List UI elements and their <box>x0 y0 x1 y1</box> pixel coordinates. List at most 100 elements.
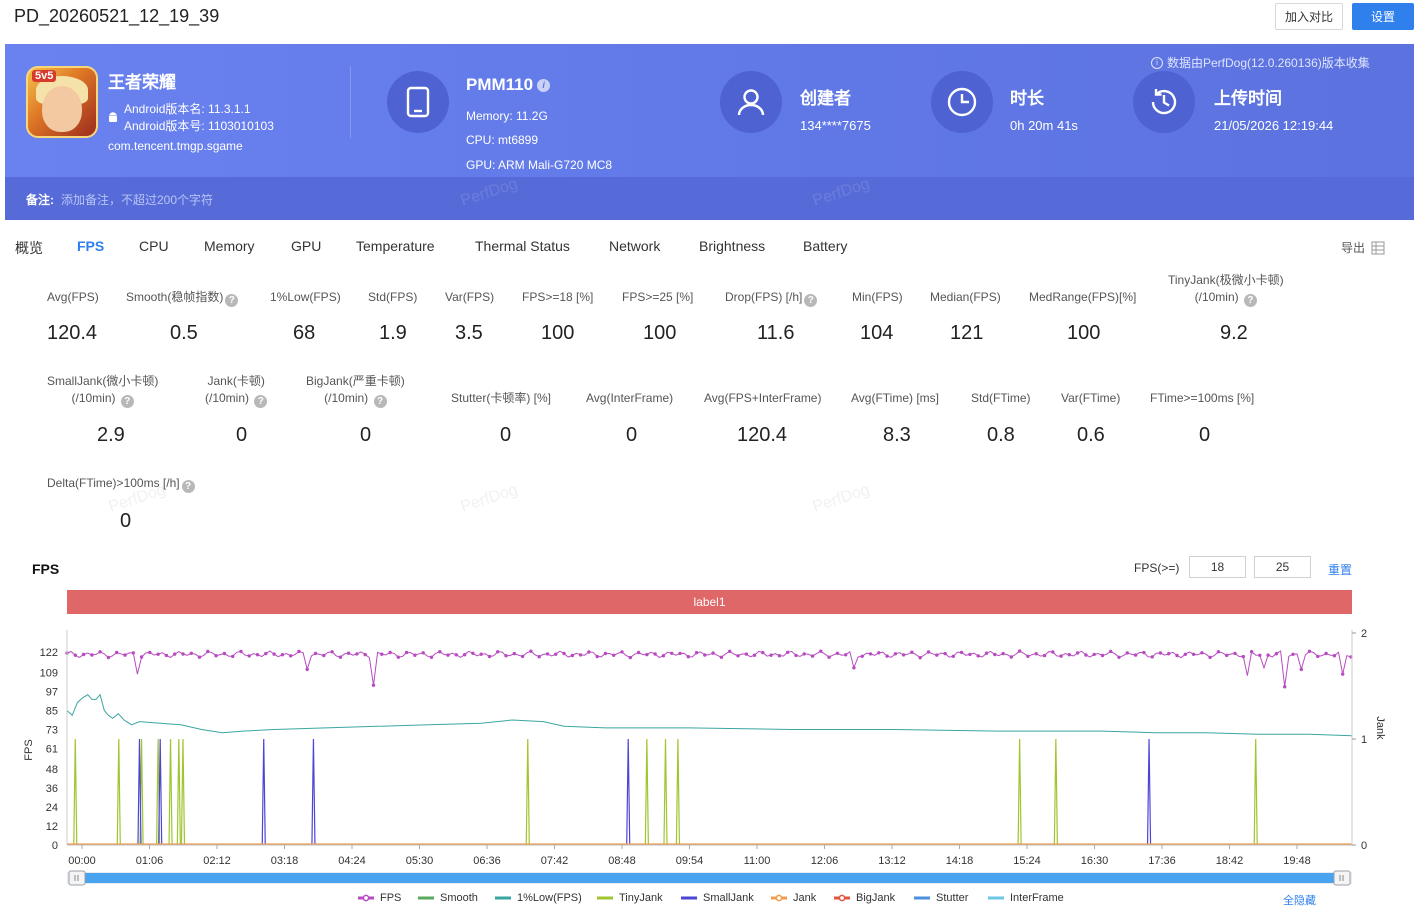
remark-label: 备注: <box>26 193 54 207</box>
fps-point <box>835 651 840 655</box>
duration-title: 时长 <box>1010 89 1044 108</box>
help-icon[interactable]: ? <box>373 395 387 408</box>
fps-point <box>1100 653 1105 658</box>
add-compare-button[interactable]: 加入对比 <box>1275 3 1343 30</box>
legend-item[interactable]: FPS <box>358 892 401 904</box>
legend-item[interactable]: BigJank <box>834 892 895 904</box>
fps-point <box>504 654 508 658</box>
remark-input[interactable]: 添加备注，不超过200个字符 <box>61 193 214 207</box>
tab-overview[interactable]: 概览 <box>15 240 43 256</box>
fps-point <box>346 651 351 655</box>
fps-point <box>1075 651 1080 655</box>
threshold-input-2[interactable]: 25 <box>1254 556 1311 578</box>
legend-item[interactable]: 1%Low(FPS) <box>495 892 582 904</box>
legend-item[interactable]: Smooth <box>418 892 478 904</box>
tab-battery[interactable]: Battery <box>803 238 848 254</box>
fps-point <box>181 652 185 656</box>
device-icon <box>387 71 449 133</box>
zoom-handle-left[interactable] <box>68 870 86 886</box>
legend-item[interactable]: SmallJank <box>681 892 754 904</box>
tinyjank-spike <box>663 738 668 845</box>
reset-button[interactable]: 重置 <box>1328 563 1353 577</box>
export-button[interactable]: 导出 <box>1341 239 1385 256</box>
metric-value: 0.5 <box>170 322 198 344</box>
device-gpu: GPU: ARM Mali-G720 MC8 <box>466 158 613 172</box>
fps-point <box>711 651 715 655</box>
label-band[interactable]: label1 <box>67 590 1352 614</box>
metric-label: Avg(InterFrame) <box>586 391 674 405</box>
duration-value: 0h 20m 41s <box>1010 118 1078 133</box>
y2-axis-label: Jank <box>1374 716 1386 740</box>
fps-point <box>769 653 773 657</box>
legend-item[interactable]: Jank <box>771 892 816 904</box>
metric-value: 8.3 <box>883 424 911 446</box>
fps-point <box>570 653 574 658</box>
legend-swatch <box>418 896 434 900</box>
threshold-input-1[interactable]: 18 <box>1189 556 1246 578</box>
help-icon[interactable]: ? <box>1243 294 1257 307</box>
tinyjank-spike <box>180 738 186 845</box>
y2-tick-label: 2 <box>1361 628 1367 640</box>
legend-label: InterFrame <box>1010 892 1064 904</box>
fps-point <box>736 654 740 658</box>
fps-point <box>562 651 566 656</box>
fps-point <box>802 652 806 656</box>
tab-cpu[interactable]: CPU <box>139 238 169 254</box>
fps-point <box>620 650 624 654</box>
legend-item[interactable]: InterFrame <box>988 892 1064 904</box>
tab-thermal-status[interactable]: Thermal Status <box>475 238 570 254</box>
fps-point <box>90 653 94 657</box>
tab-temperature[interactable]: Temperature <box>356 238 435 254</box>
x-tick-label: 08:48 <box>608 855 636 867</box>
smalljank-spike <box>626 738 631 845</box>
metric-value: 0 <box>500 424 512 446</box>
legend-label: Smooth <box>440 892 478 904</box>
fps-point <box>686 655 690 659</box>
fps-point <box>827 655 831 659</box>
metric-label: Smooth(稳帧指数)? <box>126 289 239 307</box>
fps-point <box>1183 652 1188 656</box>
tab-gpu[interactable]: GPU <box>291 238 322 254</box>
help-icon[interactable]: ? <box>225 294 239 307</box>
zoom-handle-right[interactable] <box>1333 870 1351 886</box>
x-tick-label: 05:30 <box>406 855 434 867</box>
fps-point <box>628 655 632 660</box>
tab-network[interactable]: Network <box>609 238 661 254</box>
device-info-icon[interactable]: i <box>537 78 551 92</box>
fps-point <box>1001 651 1005 656</box>
help-icon[interactable]: ? <box>254 395 268 408</box>
tinyjank-spike <box>1017 738 1022 845</box>
legend-swatch <box>914 896 930 900</box>
zoom-slider[interactable] <box>0 870 1419 890</box>
fps-point <box>537 655 541 659</box>
fps-point <box>197 655 202 659</box>
fps-point <box>587 650 591 654</box>
legend-label: FPS <box>380 892 402 904</box>
y-tick-label: 36 <box>46 783 58 795</box>
settings-button[interactable]: 设置 <box>1352 3 1414 30</box>
hide-all-button[interactable]: 全隐藏 <box>1283 895 1316 907</box>
fps-point <box>520 654 525 659</box>
fps-point <box>1249 650 1254 654</box>
y-tick-label: 85 <box>46 706 58 718</box>
help-icon[interactable]: ? <box>804 294 818 307</box>
help-icon[interactable]: ? <box>181 480 195 493</box>
legend-label: SmallJank <box>703 892 754 904</box>
help-icon[interactable]: ? <box>120 395 134 408</box>
tab-fps[interactable]: FPS <box>77 238 105 254</box>
fps-point <box>479 652 483 656</box>
fps-point <box>794 653 798 658</box>
fps-point <box>1233 651 1237 656</box>
legend-item[interactable]: Stutter <box>914 892 968 904</box>
legend-label: BigJank <box>856 892 896 904</box>
tab-brightness[interactable]: Brightness <box>699 238 766 254</box>
tab-memory[interactable]: Memory <box>204 238 255 254</box>
fps-point <box>131 651 135 655</box>
fps-point <box>810 654 815 658</box>
legend-item[interactable]: TinyJank <box>597 892 663 904</box>
x-tick-label: 09:54 <box>676 855 704 867</box>
fps-point <box>280 653 285 657</box>
legend-swatch <box>681 896 697 900</box>
